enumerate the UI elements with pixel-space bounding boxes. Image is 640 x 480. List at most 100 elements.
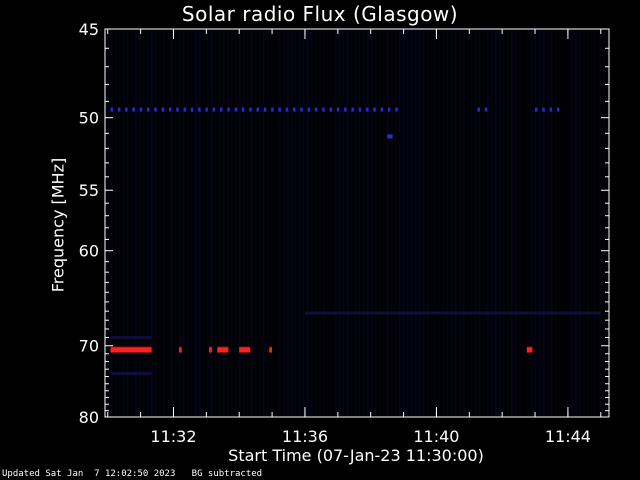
texture-stripe [370,30,373,416]
emission-dash [336,107,340,112]
texture-stripe [294,30,297,416]
texture-stripe [290,30,293,416]
emission-spot [526,347,533,353]
texture-stripe [166,30,169,416]
emission-dash [278,107,281,112]
texture-stripe [314,30,317,416]
texture-stripe [110,30,113,416]
texture-stripe [366,30,369,416]
emission-dash [234,107,238,112]
emission-spot [387,134,393,139]
texture-stripe [202,30,205,416]
emission-dash [549,107,553,112]
y-tick-label: 80 [79,408,99,427]
texture-stripe [254,30,257,416]
texture-stripe [542,30,545,416]
texture-stripe [418,30,421,416]
texture-stripe [402,30,405,416]
chart-title: Solar radio Flux (Glasgow) [181,2,459,26]
texture-stripe [146,30,149,416]
emission-dash [300,107,303,112]
emission-dash [358,107,362,112]
texture-stripe [142,30,145,416]
y-tick-label: 70 [79,337,99,356]
texture-stripe [230,30,233,416]
y-tick-label: 50 [79,109,99,128]
texture-stripe [602,30,605,416]
y-tick-label: 55 [79,181,99,200]
emission-dash [373,107,376,112]
texture-stripe [458,30,461,416]
texture-stripe [154,30,157,416]
emission-dash [477,107,480,112]
updated-timestamp: Updated Sat Jan 7 12:02:50 2023 [2,469,176,479]
texture-stripe [130,30,133,416]
texture-stripe [134,30,137,416]
emission-dash [125,107,128,112]
texture-stripe [374,30,377,416]
texture-stripe [434,30,437,416]
emission-dash [147,107,150,112]
texture-stripe [482,30,485,416]
texture-stripe [586,30,589,416]
texture-stripe [258,30,261,416]
texture-stripe [334,30,337,416]
texture-stripe [426,30,429,416]
texture-stripe [410,30,413,416]
emission-dash [484,107,488,112]
x-tick-label: 11:40 [413,427,459,446]
texture-stripe [430,30,433,416]
texture-stripe [446,30,449,416]
emission-dash [285,107,289,112]
emission-features [110,107,601,376]
emission-dash [380,107,384,112]
texture-stripe [406,30,409,416]
texture-stripe [342,30,345,416]
emission-dash [176,107,179,112]
texture-stripe [486,30,489,416]
emission-band [110,347,152,353]
texture-stripe [190,30,193,416]
texture-stripe [278,30,281,416]
bg-subtracted-note: BG subtracted [191,469,263,479]
texture-stripe [162,30,165,416]
texture-stripe [414,30,417,416]
texture-stripe [490,30,493,416]
texture-stripe [554,30,557,416]
texture-stripe [194,30,197,416]
texture-stripe [298,30,301,416]
texture-stripe [282,30,285,416]
emission-dash [198,107,201,112]
emission-dash [256,107,259,112]
emission-dash [212,107,216,112]
texture-stripe [226,30,229,416]
texture-stripe [330,30,333,416]
texture-stripe [378,30,381,416]
y-axis-label: Frequency [MHz] [48,157,68,293]
emission-dash [132,107,135,112]
emission-dash [329,107,332,112]
texture-stripe [506,30,509,416]
texture-stripe [598,30,601,416]
emission-dash [227,107,230,112]
emission-spot [217,347,229,353]
texture-stripe [574,30,577,416]
texture-stripe [450,30,453,416]
texture-stripe [534,30,537,416]
emission-band [110,372,152,376]
x-tick-label: 11:44 [545,427,591,446]
emission-dash [241,107,245,112]
emission-dash [183,107,186,112]
texture-stripe [382,30,385,416]
texture-stripe [150,30,153,416]
texture-stripe [530,30,533,416]
texture-stripe [250,30,253,416]
emission-dash [154,107,157,112]
emission-dash [293,107,296,112]
texture-stripe [326,30,329,416]
emission-dash [110,107,113,112]
texture-stripe [122,30,125,416]
texture-stripe [478,30,481,416]
emission-dash [322,107,325,112]
texture-stripe [582,30,585,416]
